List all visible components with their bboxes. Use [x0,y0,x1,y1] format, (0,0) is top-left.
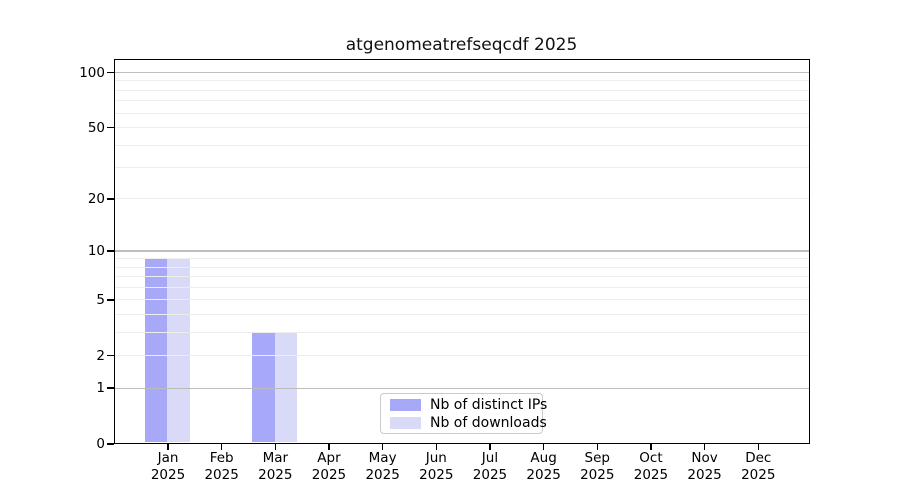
gridline-major-10 [114,250,809,252]
legend: Nb of distinct IPs Nb of downloads [380,393,547,434]
gridline-minor-9 [114,258,809,260]
gridline-minor-80 [114,89,809,91]
bar-distinct-ips-jan [144,258,168,442]
gridline-minor-5 [114,299,809,301]
x-tick-label-jan: Jan 2025 [150,450,186,483]
x-tick-mark-feb [220,444,223,450]
y-tick-label-2: 2 [96,347,105,364]
gridline-minor-90 [114,80,809,82]
y-tick-label-1: 1 [96,380,105,397]
y-tick-label-50: 50 [87,119,105,136]
gridline-minor-6 [114,286,809,288]
x-tick-mark-jun [435,444,438,450]
chart-title: atgenomeatrefseqcdf 2025 [345,35,578,55]
x-tick-label-jul: Jul 2025 [472,450,508,483]
legend-row: Nb of downloads [390,415,547,431]
x-tick-label-sep: Sep 2025 [580,450,615,483]
x-tick-mark-aug [542,444,545,450]
gridline-minor-50 [114,126,809,128]
x-tick-mark-mar [274,444,277,450]
x-tick-mark-jan [167,444,169,450]
legend-row: Nb of distinct IPs [390,397,547,413]
x-tick-label-may: May 2025 [365,450,400,483]
x-tick-mark-sep [596,444,599,450]
bar-distinct-ips-mar [252,331,275,442]
x-tick-mark-dec [757,444,759,450]
y-tick-mark-5 [107,299,114,301]
y-tick-mark-1 [107,387,114,389]
y-tick-label-5: 5 [96,291,105,308]
y-tick-label-0: 0 [96,436,105,452]
y-tick-mark-10 [107,250,114,252]
y-tick-mark-20 [107,198,114,200]
bar-downloads-mar [274,331,298,442]
x-tick-label-aug: Aug 2025 [526,450,561,483]
gridline-minor-30 [114,167,809,169]
gridline-major-1 [114,387,809,389]
plot-area [113,58,810,444]
legend-label-distinct-ips: Nb of distinct IPs [430,396,548,413]
y-tick-label-20: 20 [87,190,105,207]
x-tick-label-oct: Oct 2025 [633,450,669,483]
x-tick-mark-nov [703,444,706,450]
x-tick-mark-jul [489,444,491,450]
gridline-minor-4 [114,313,809,315]
x-tick-label-jun: Jun 2025 [419,450,454,483]
x-tick-mark-may [381,444,384,450]
y-tick-label-10: 10 [87,243,105,260]
gridline-minor-2 [114,354,809,356]
y-tick-mark-100 [107,71,114,74]
grid-layer [114,60,809,444]
y-tick-mark-50 [107,126,114,129]
x-tick-label-dec: Dec 2025 [741,450,776,483]
x-tick-label-mar: Mar 2025 [258,450,293,483]
x-tick-label-feb: Feb 2025 [204,450,239,483]
y-tick-label-100: 100 [79,64,105,81]
gridline-minor-40 [114,144,809,146]
bar-downloads-jan [167,258,190,442]
x-tick-label-apr: Apr 2025 [311,450,347,483]
gridline-minor-20 [114,198,809,200]
y-tick-mark-0 [107,443,114,445]
gridline-major-100 [114,71,809,74]
y-tick-mark-2 [107,354,114,357]
gridline-minor-7 [114,276,809,278]
bars-layer [115,60,810,444]
x-tick-mark-oct [650,444,652,450]
gridline-minor-3 [114,331,809,333]
gridline-minor-70 [114,100,809,102]
legend-swatch-distinct-ips [390,398,421,411]
x-tick-mark-apr [328,444,330,450]
legend-label-downloads: Nb of downloads [430,414,547,431]
x-tick-label-nov: Nov 2025 [687,450,722,483]
gridline-minor-60 [114,112,809,114]
gridline-minor-8 [114,266,809,268]
legend-swatch-downloads [390,416,421,429]
